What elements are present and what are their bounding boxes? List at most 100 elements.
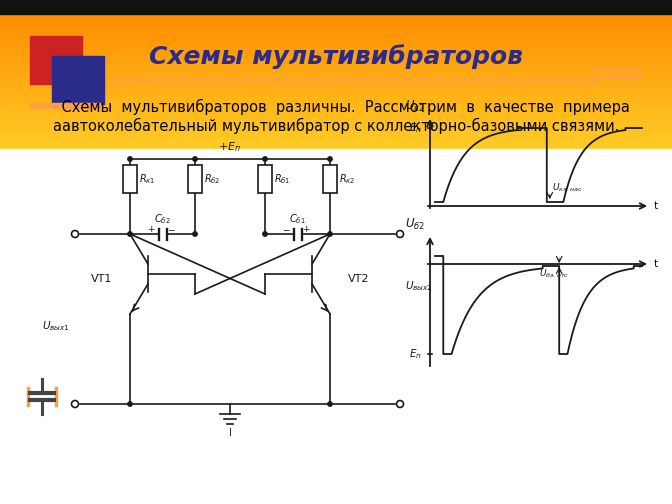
Bar	[0, 70, 672, 73]
Bar	[0, 0, 672, 14]
Bar	[0, 49, 672, 52]
Bar	[0, 117, 672, 120]
Bar	[0, 25, 672, 28]
Bar	[0, 18, 672, 21]
Bar	[0, 146, 672, 149]
Bar	[0, 65, 672, 68]
Text: $U_{вых1}$: $U_{вых1}$	[42, 319, 70, 333]
Bar	[123, 165, 137, 193]
Bar	[0, 34, 672, 36]
Bar	[0, 79, 672, 82]
Bar	[0, 90, 672, 93]
Text: $U_{бэ.отс}$: $U_{бэ.отс}$	[539, 267, 569, 280]
Bar	[0, 43, 672, 45]
Bar	[0, 110, 672, 113]
Bar	[0, 99, 672, 102]
Circle shape	[263, 157, 267, 161]
Bar	[0, 16, 672, 19]
Circle shape	[328, 157, 332, 161]
Bar	[0, 81, 672, 84]
Text: $U_{кэ.нас}$: $U_{кэ.нас}$	[552, 182, 582, 195]
Bar	[0, 20, 672, 23]
Bar	[0, 14, 672, 16]
Bar	[30, 36, 82, 84]
Bar	[0, 74, 672, 77]
Bar	[0, 36, 672, 39]
Bar	[0, 103, 672, 106]
Bar	[0, 121, 672, 124]
Bar	[0, 27, 672, 30]
Text: $R_{б2}$: $R_{б2}$	[204, 172, 220, 186]
Text: $U_{вых2}$: $U_{вых2}$	[405, 279, 433, 293]
Bar	[188, 165, 202, 193]
Text: VT1: VT1	[91, 274, 112, 284]
Bar	[0, 95, 672, 97]
Circle shape	[328, 402, 332, 406]
Text: $E_п$: $E_п$	[409, 121, 422, 135]
Bar	[0, 112, 672, 115]
Bar	[323, 165, 337, 193]
Bar	[0, 72, 672, 75]
Bar	[0, 56, 672, 59]
Bar	[0, 119, 672, 122]
Bar	[0, 131, 672, 133]
Text: $R_{к2}$: $R_{к2}$	[339, 172, 355, 186]
Bar	[0, 115, 672, 117]
Circle shape	[396, 401, 403, 408]
Bar	[30, 103, 100, 108]
Circle shape	[71, 401, 79, 408]
Text: t: t	[654, 201, 659, 211]
Bar	[0, 97, 672, 99]
Bar	[0, 126, 672, 129]
Bar	[0, 54, 672, 57]
Text: $R_{б1}$: $R_{б1}$	[274, 172, 290, 186]
Circle shape	[263, 232, 267, 236]
Bar	[0, 47, 672, 50]
Circle shape	[328, 232, 332, 236]
Text: Схемы  мультивибраторов  различны.  Рассмотрим  в  качестве  примера
аавтоколеба: Схемы мультивибраторов различны. Рассмот…	[42, 99, 630, 134]
Bar	[0, 63, 672, 66]
Text: +: +	[302, 225, 310, 234]
Text: $C_{б1}$: $C_{б1}$	[289, 213, 306, 226]
Text: −: −	[167, 225, 175, 234]
Bar	[0, 77, 672, 79]
Text: VT2: VT2	[348, 274, 370, 284]
Text: $U_{к2}$: $U_{к2}$	[405, 99, 425, 114]
Circle shape	[396, 230, 403, 237]
Text: t: t	[654, 259, 659, 269]
Text: +$E_п$: +$E_п$	[218, 140, 241, 154]
Circle shape	[71, 230, 79, 237]
Bar	[0, 45, 672, 48]
Bar	[52, 56, 104, 104]
Circle shape	[128, 232, 132, 236]
Bar	[0, 101, 672, 104]
Circle shape	[193, 157, 197, 161]
Bar	[0, 61, 672, 64]
Bar	[0, 124, 672, 127]
Bar	[0, 92, 672, 95]
Bar	[258, 165, 272, 193]
Bar	[0, 40, 672, 43]
Bar	[0, 86, 672, 88]
Text: I: I	[228, 428, 231, 438]
Bar	[0, 108, 672, 111]
Text: Схемы мультивибраторов: Схемы мультивибраторов	[149, 44, 523, 70]
Bar	[0, 106, 672, 108]
Bar	[0, 58, 672, 61]
Text: $E_п$: $E_п$	[409, 347, 422, 361]
Text: $U_{б2}$: $U_{б2}$	[405, 217, 425, 232]
Text: $C_{б2}$: $C_{б2}$	[154, 213, 171, 226]
Bar	[0, 31, 672, 34]
Bar	[0, 29, 672, 32]
Text: +: +	[147, 225, 155, 234]
Bar	[0, 38, 672, 41]
Text: $R_{к1}$: $R_{к1}$	[139, 172, 155, 186]
Circle shape	[128, 402, 132, 406]
Bar	[0, 135, 672, 138]
Bar	[0, 142, 672, 145]
Bar	[0, 88, 672, 91]
Bar	[0, 149, 672, 504]
Bar	[0, 52, 672, 54]
Text: −: −	[282, 225, 290, 234]
Circle shape	[128, 157, 132, 161]
